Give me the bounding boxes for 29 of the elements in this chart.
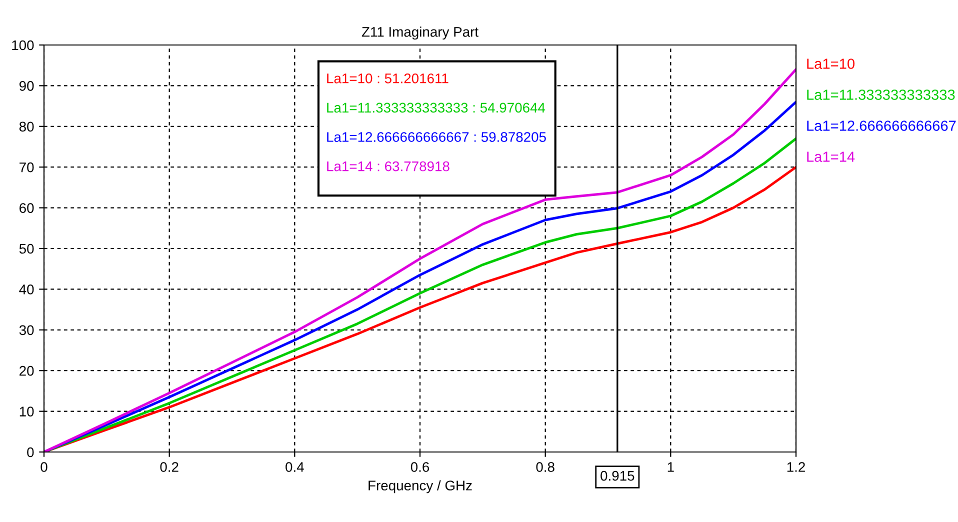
text: La1=11.333333333333 bbox=[807, 90, 955, 100]
x-tick-label: 0.8 bbox=[536, 462, 554, 472]
y-tick-label: 20 bbox=[20, 366, 34, 376]
annotation: La1=11.333333333333 : 54.970644 bbox=[327, 102, 546, 113]
y-tick-label: 90 bbox=[19, 81, 34, 91]
x-tick-label: 1.2 bbox=[787, 462, 805, 472]
x-tick-label: 0.4 bbox=[286, 462, 304, 472]
chart-title: Z11 Imaginary Part bbox=[362, 26, 478, 40]
annotation: La1=10 : 51.201611 bbox=[327, 73, 448, 84]
annotation: La1=14 : 63.778918 bbox=[327, 161, 450, 172]
x-tick-label: 0.2 bbox=[160, 462, 178, 472]
ref-line-label: 0.915 bbox=[600, 470, 634, 481]
y-tick-label: 60 bbox=[20, 203, 34, 213]
y-tick-label: 40 bbox=[19, 284, 34, 294]
y-tick-label: 80 bbox=[19, 122, 34, 132]
annotation: La1=12.666666666667 : 59.878205 bbox=[327, 132, 546, 142]
x-tick-label: 1 bbox=[668, 462, 674, 472]
y-tick-label: 70 bbox=[20, 162, 34, 172]
x-axis-title: Frequency / GHz bbox=[368, 480, 472, 494]
y-tick-label: 0 bbox=[27, 447, 34, 458]
text: La1=14 bbox=[807, 152, 855, 162]
text: La1=10 bbox=[807, 58, 854, 69]
y-tick-label: 30 bbox=[19, 325, 34, 336]
x-tick-label: 0.6 bbox=[410, 462, 430, 472]
y-tick-label: 10 bbox=[20, 406, 34, 416]
series-label: La1=12.666666666667 bbox=[807, 120, 956, 131]
y-tick-label: 50 bbox=[19, 244, 34, 254]
x-tick-label: 0 bbox=[40, 462, 48, 472]
y-tick-label: 100 bbox=[12, 40, 34, 50]
